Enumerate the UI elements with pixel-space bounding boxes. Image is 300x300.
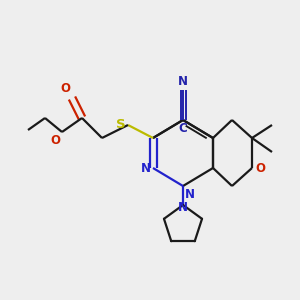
Text: N: N <box>185 188 195 201</box>
Text: C: C <box>178 122 188 135</box>
Text: N: N <box>178 201 188 214</box>
Text: N: N <box>141 161 151 175</box>
Text: O: O <box>255 161 265 175</box>
Text: O: O <box>60 82 70 95</box>
Text: S: S <box>116 118 126 130</box>
Text: O: O <box>50 134 60 147</box>
Text: N: N <box>178 75 188 88</box>
